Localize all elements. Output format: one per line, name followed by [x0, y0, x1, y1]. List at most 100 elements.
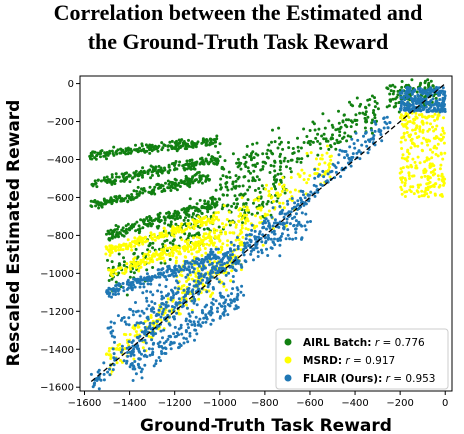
y-tick-label: −200 [47, 117, 74, 128]
data-point [336, 141, 340, 145]
data-point [200, 310, 204, 314]
data-point [433, 119, 437, 122]
data-point [146, 169, 150, 173]
data-point [105, 157, 108, 161]
data-point [245, 144, 249, 148]
data-point [172, 274, 176, 278]
data-point [436, 142, 440, 146]
data-point [112, 321, 116, 325]
data-point [299, 146, 303, 150]
data-point [403, 98, 407, 102]
data-point [108, 367, 111, 371]
data-point [204, 316, 207, 320]
data-point [184, 275, 188, 279]
data-point [260, 251, 264, 255]
data-point [139, 277, 143, 281]
data-point [197, 264, 201, 268]
data-point [219, 186, 223, 190]
data-point [279, 161, 283, 165]
data-point [439, 163, 443, 167]
data-point [228, 231, 232, 235]
data-point [407, 171, 411, 175]
data-point [192, 162, 196, 166]
data-point [151, 241, 155, 245]
data-point [365, 144, 369, 148]
data-point [348, 145, 352, 149]
data-point [196, 171, 200, 175]
data-point [225, 193, 229, 197]
data-point [316, 167, 320, 171]
data-point [134, 247, 138, 251]
data-point [201, 162, 205, 166]
data-point [293, 215, 297, 219]
data-point [153, 192, 157, 196]
data-point [249, 249, 253, 253]
data-point [144, 328, 148, 332]
data-point [277, 182, 281, 186]
data-point [166, 313, 170, 317]
data-point [326, 172, 330, 176]
data-point [271, 206, 275, 210]
data-point [277, 225, 281, 229]
data-point [142, 285, 146, 289]
data-point [201, 158, 205, 162]
data-point [281, 147, 285, 151]
data-point [172, 293, 176, 297]
data-point [141, 226, 145, 230]
data-point [129, 245, 133, 249]
data-point [153, 275, 157, 279]
data-point [265, 227, 268, 231]
data-point [322, 132, 326, 136]
data-point [114, 284, 118, 288]
data-point [273, 178, 276, 182]
data-point [212, 138, 216, 142]
legend-entry-flair: FLAIR (Ours): r = 0.953 [303, 373, 436, 385]
data-point [192, 167, 196, 171]
data-point [299, 160, 303, 164]
data-point [267, 222, 271, 225]
data-point [225, 243, 229, 247]
data-point [143, 263, 147, 267]
data-point [163, 346, 167, 350]
data-point [431, 150, 435, 154]
data-point [327, 163, 331, 167]
data-point [209, 241, 213, 245]
data-point [188, 232, 191, 236]
data-point [145, 296, 148, 300]
data-point [197, 220, 201, 224]
x-tick-label: −400 [341, 398, 368, 409]
data-point [246, 198, 250, 202]
data-point [190, 323, 194, 327]
data-point [117, 235, 120, 239]
data-point [112, 145, 116, 149]
data-point [188, 159, 192, 163]
data-point [145, 307, 149, 311]
data-point [440, 172, 444, 176]
data-point [187, 286, 191, 290]
data-point [153, 302, 157, 305]
data-point [208, 221, 212, 225]
data-point [327, 147, 331, 151]
data-point [418, 106, 422, 110]
data-point [402, 94, 406, 98]
data-point [229, 240, 233, 244]
data-point [160, 248, 164, 252]
data-point [237, 238, 241, 242]
data-point [179, 323, 183, 327]
data-point [145, 268, 149, 272]
data-point [165, 238, 169, 242]
legend-r-value: = 0.776 [383, 337, 426, 349]
data-point [123, 320, 127, 324]
data-point [106, 326, 110, 330]
data-point [111, 229, 115, 233]
data-point [422, 107, 426, 111]
data-point [433, 136, 437, 140]
data-point [99, 155, 102, 159]
data-point [441, 100, 445, 104]
data-point [185, 246, 189, 250]
data-point [323, 126, 327, 130]
data-point [245, 233, 248, 237]
data-point [129, 354, 133, 358]
data-point [279, 238, 283, 242]
data-point [132, 252, 136, 256]
